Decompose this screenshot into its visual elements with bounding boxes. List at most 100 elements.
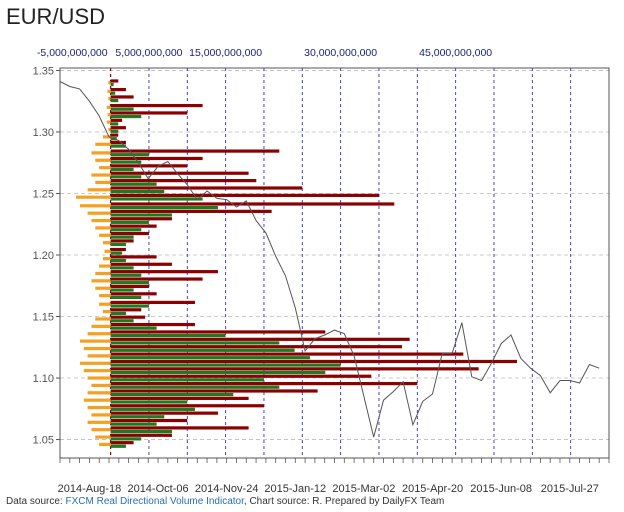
buy-volume-bar	[110, 341, 280, 345]
net-volume-bar	[95, 226, 111, 230]
volume-tick-label: 45,000,000,000	[419, 47, 492, 59]
net-volume-bar	[102, 257, 111, 261]
buy-volume-bar	[110, 415, 165, 419]
sell-volume-bar	[110, 186, 303, 190]
footer-suffix: , Chart source: R. Prepared by DailyFX T…	[243, 496, 445, 507]
footer-caption: Data source: FXCM Real Directional Volum…	[6, 496, 444, 507]
x-tick-label: 2015-Mar-02	[332, 483, 395, 495]
sell-volume-bar	[110, 79, 119, 83]
buy-volume-bar	[110, 288, 134, 292]
net-volume-bar	[99, 233, 111, 237]
sell-volume-bar	[110, 345, 402, 349]
buy-volume-bar	[110, 251, 123, 255]
sell-volume-bar	[110, 209, 272, 213]
sell-volume-bar	[110, 217, 172, 221]
buy-volume-bar	[110, 281, 149, 285]
sell-volume-bar	[110, 315, 146, 319]
net-volume-bar	[102, 135, 111, 139]
buy-volume-bar	[110, 235, 134, 239]
sell-volume-bar	[110, 193, 379, 197]
buy-volume-bar	[110, 326, 157, 330]
buy-volume-bar	[110, 333, 226, 338]
price-line	[59, 81, 600, 438]
net-volume-bar	[87, 332, 111, 336]
net-volume-bar	[83, 398, 111, 402]
sell-volume-bar	[110, 255, 157, 259]
buy-volume-bar	[110, 266, 134, 270]
x-tick-label: 2015-Jan-12	[264, 483, 326, 495]
sell-volume-bar	[110, 171, 249, 175]
buy-volume-bar	[110, 213, 172, 217]
sell-volume-bar	[110, 337, 410, 341]
sell-volume-bar	[110, 239, 134, 243]
sell-volume-bar	[110, 149, 280, 153]
sell-volume-bar	[110, 367, 479, 371]
net-volume-bar	[83, 369, 111, 373]
data-source-link[interactable]: FXCM Real Directional Volume Indicator	[65, 496, 244, 507]
buy-volume-bar	[110, 356, 310, 360]
sell-volume-bar	[110, 352, 464, 356]
net-volume-bar	[99, 166, 111, 170]
sell-volume-bar	[110, 396, 249, 400]
buy-volume-bar	[110, 444, 126, 448]
net-volume-bar	[106, 105, 111, 109]
net-volume-bar	[95, 286, 111, 290]
x-tick-label: 2015-Jun-08	[470, 483, 532, 495]
sell-volume-bar	[110, 359, 517, 364]
net-volume-bar	[95, 271, 111, 276]
y-tick-label: 1.25	[33, 188, 54, 200]
buy-volume-bar	[110, 429, 172, 434]
sell-volume-bar	[110, 231, 149, 236]
sell-volume-bar	[110, 426, 249, 430]
buy-volume-bar	[110, 175, 142, 179]
net-volume-bar	[99, 442, 111, 447]
x-tick-label: 2014-Nov-24	[195, 483, 259, 495]
net-volume-bar	[107, 113, 111, 117]
net-volume-bar	[87, 420, 111, 424]
net-volume-bar	[99, 264, 111, 268]
buy-volume-bar	[110, 319, 134, 323]
net-volume-bar	[91, 428, 111, 432]
buy-volume-bar	[110, 304, 149, 308]
x-tick-label: 2015-Jul-27	[541, 483, 599, 495]
buy-volume-bar	[110, 98, 119, 103]
sell-volume-bar	[110, 404, 264, 408]
net-volume-bar	[87, 376, 111, 380]
sell-volume-bar	[110, 330, 326, 334]
sell-volume-bar	[110, 247, 126, 252]
buy-volume-bar	[110, 129, 119, 133]
x-tick-label: 2015-Apr-20	[402, 483, 463, 495]
y-tick-label: 1.35	[33, 65, 54, 77]
sell-volume-bar	[110, 433, 172, 437]
buy-volume-bar	[110, 437, 142, 441]
sell-volume-bar	[110, 418, 188, 423]
net-volume-bar	[91, 383, 111, 388]
buy-volume-bar	[110, 273, 142, 277]
sell-volume-bar	[110, 111, 188, 115]
sell-volume-bar	[110, 262, 172, 266]
net-volume-bar	[102, 309, 111, 314]
net-volume-bar	[91, 413, 111, 417]
sell-volume-bar	[110, 284, 149, 289]
buy-volume-bar	[110, 182, 157, 186]
sell-volume-bar	[110, 411, 218, 415]
net-volume-bar	[95, 158, 111, 162]
buy-volume-bar	[110, 144, 126, 148]
buy-volume-bar	[110, 189, 165, 194]
sell-volume-bar	[110, 118, 123, 122]
net-volume-bar	[79, 204, 111, 208]
sell-volume-bar	[110, 103, 203, 108]
sell-volume-bar	[110, 140, 126, 145]
net-volume-bar	[91, 151, 111, 155]
y-tick-label: 1.10	[33, 373, 54, 385]
buy-volume-bar	[110, 370, 326, 375]
sell-volume-bar	[110, 133, 119, 137]
buy-volume-bar	[110, 220, 149, 224]
net-volume-bar	[95, 180, 111, 185]
net-volume-bar	[108, 127, 111, 132]
sell-volume-bar	[110, 224, 157, 228]
buy-volume-bar	[110, 242, 126, 247]
sell-volume-bar	[110, 292, 157, 296]
buy-volume-bar	[110, 197, 203, 201]
